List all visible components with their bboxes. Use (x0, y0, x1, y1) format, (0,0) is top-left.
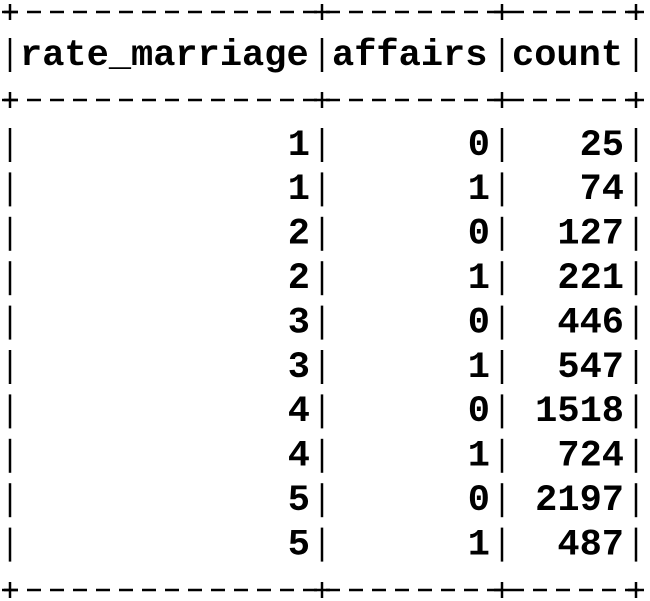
table-cell: 547 (557, 347, 624, 389)
table-cell: 487 (557, 524, 624, 566)
table-cell: 2 (288, 214, 310, 256)
table-cell: 5 (288, 480, 310, 522)
table-cell: 1 (468, 436, 490, 478)
column-header: affairs (332, 35, 487, 77)
table-cell: 221 (557, 258, 624, 300)
table-cell: 1518 (535, 391, 624, 433)
table-cell: 0 (468, 391, 490, 433)
table-cell: 2 (288, 258, 310, 300)
table-cell: 127 (557, 214, 624, 256)
table-cell: 1 (288, 125, 310, 167)
table-cell: 446 (557, 302, 624, 344)
table-cell: 1 (468, 524, 490, 566)
table-cell: 3 (288, 302, 310, 344)
table-cell: 74 (580, 169, 624, 211)
table-cell: 1 (468, 169, 490, 211)
table-cell: 4 (288, 391, 310, 433)
table-cell: 3 (288, 347, 310, 389)
column-header: rate_marriage (20, 35, 309, 77)
table-cell: 0 (468, 302, 490, 344)
table-cell: 724 (557, 436, 624, 478)
table-cell: 1 (468, 258, 490, 300)
table-cell: 2197 (535, 480, 624, 522)
table-cell: 0 (468, 480, 490, 522)
table-cell: 4 (288, 436, 310, 478)
table-cell: 1 (288, 169, 310, 211)
table-cell: 25 (580, 125, 624, 167)
column-header: count (512, 35, 623, 77)
table-cell: 5 (288, 524, 310, 566)
table-cell: 0 (468, 125, 490, 167)
table-cell: 1 (468, 347, 490, 389)
table-cell: 0 (468, 214, 490, 256)
